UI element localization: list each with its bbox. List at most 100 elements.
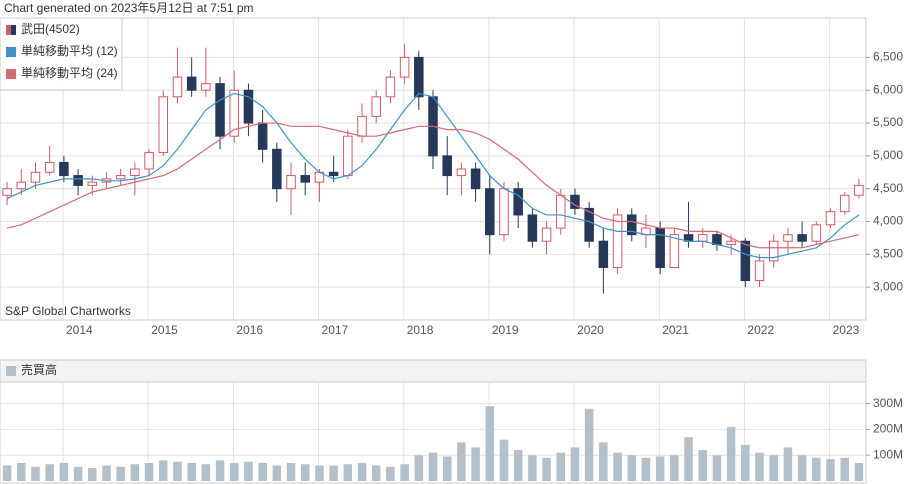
y-tick-label: 6,500 [873,50,903,64]
volume-bar [826,459,835,481]
volume-bar [343,464,353,481]
candle-body [215,83,225,137]
volume-bar [471,447,480,481]
volume-bar [684,437,693,481]
volume-bar [102,465,111,481]
candle-body [768,240,779,262]
volume-bar [45,464,54,481]
volume-bar [173,461,182,481]
volume-bar [670,455,679,481]
x-tick-label: 2020 [577,323,604,337]
y-tick-label: 4,000 [873,214,903,228]
volume-bar [286,462,296,481]
x-tick-label: 2017 [322,323,349,337]
y-tick-label: 5,000 [873,148,903,162]
volume-bar [201,464,211,481]
candle-body [186,76,197,91]
candle-body [556,194,566,229]
candle-body [399,56,410,78]
candle-body [371,96,381,117]
chart-title: Chart generated on 2023年5月12日 at 7:51 pm [4,1,254,15]
x-tick-label: 2019 [492,323,519,337]
candle-body [172,76,183,98]
price-plot-frame [0,17,867,321]
volume-bar [244,461,253,481]
candle-body [272,148,282,190]
volume-bar [187,462,196,481]
legend-label: 売買高 [21,362,57,377]
candle-body [854,184,864,196]
volume-bar [357,462,367,481]
candle-body [740,240,751,282]
volume-bar [59,462,69,481]
candle-body [144,152,154,170]
volume-bar [428,452,438,481]
candle-body [158,96,169,154]
volume-bar [812,457,821,481]
volume-bar [726,426,736,481]
legend-label: 単純移動平均 (12) [21,44,118,58]
legend-swatch [6,47,16,57]
volume-bar [215,460,225,481]
candle-body [385,76,396,98]
candle-body [456,168,467,177]
volume-bar [840,457,849,481]
candle-body [825,211,836,226]
volume-bar [159,460,168,481]
volume-bar [655,456,665,481]
candle-body [2,188,12,196]
volume-bar [272,465,282,481]
x-tick-label: 2015 [151,323,178,337]
volume-header [0,359,867,383]
candle-body [470,168,481,190]
volume-bar [414,455,424,481]
volume-bar [485,406,495,481]
volume-bar [400,464,409,481]
x-tick-label: 2021 [662,323,689,337]
volume-bar [542,457,551,481]
y-tick-label: 3,500 [873,247,903,261]
candle-body [811,224,822,242]
y-tick-label: 4,500 [873,181,903,195]
y-tick-label: 200M [873,422,903,436]
volume-bar [769,455,778,481]
volume-bar [783,447,793,481]
x-tick-label: 2022 [747,323,774,337]
volume-bar [712,455,722,481]
candle-body [59,161,69,177]
candle-body [541,227,552,242]
candle-body [626,214,637,236]
x-tick-label: 2018 [407,323,434,337]
candle-body [612,214,623,268]
volume-bar [300,464,310,481]
legend-swatch [6,69,16,79]
volume-bar [315,465,324,481]
candle-body [328,171,339,177]
candle-body [87,181,98,186]
legend: 武田(4502) 単純移動平均 (12) 単純移動平均 (24) [0,17,123,91]
volume-bar [641,457,651,481]
volume-bar [627,455,637,481]
candle-body [754,260,765,282]
candle-body [73,175,83,186]
candle-body [30,171,41,183]
legend-label: 単純移動平均 (24) [21,66,118,80]
x-tick-label: 2023 [833,323,860,337]
volume-bar [371,465,381,481]
candle-body [712,234,722,246]
candle-body [243,89,254,124]
candle-body [598,240,609,268]
volume-plot-frame [0,381,867,484]
volume-bar [570,447,580,481]
candle-body [442,155,452,177]
y-tick-label: 3,000 [873,279,903,293]
x-tick-label: 2014 [66,323,93,337]
volume-bar [854,462,864,481]
candle-body [527,214,538,242]
volume-bar [797,455,807,481]
legend-swatch-up [6,25,11,35]
candle-body [229,89,240,137]
candle-body [286,175,296,190]
legend-box [0,17,123,91]
